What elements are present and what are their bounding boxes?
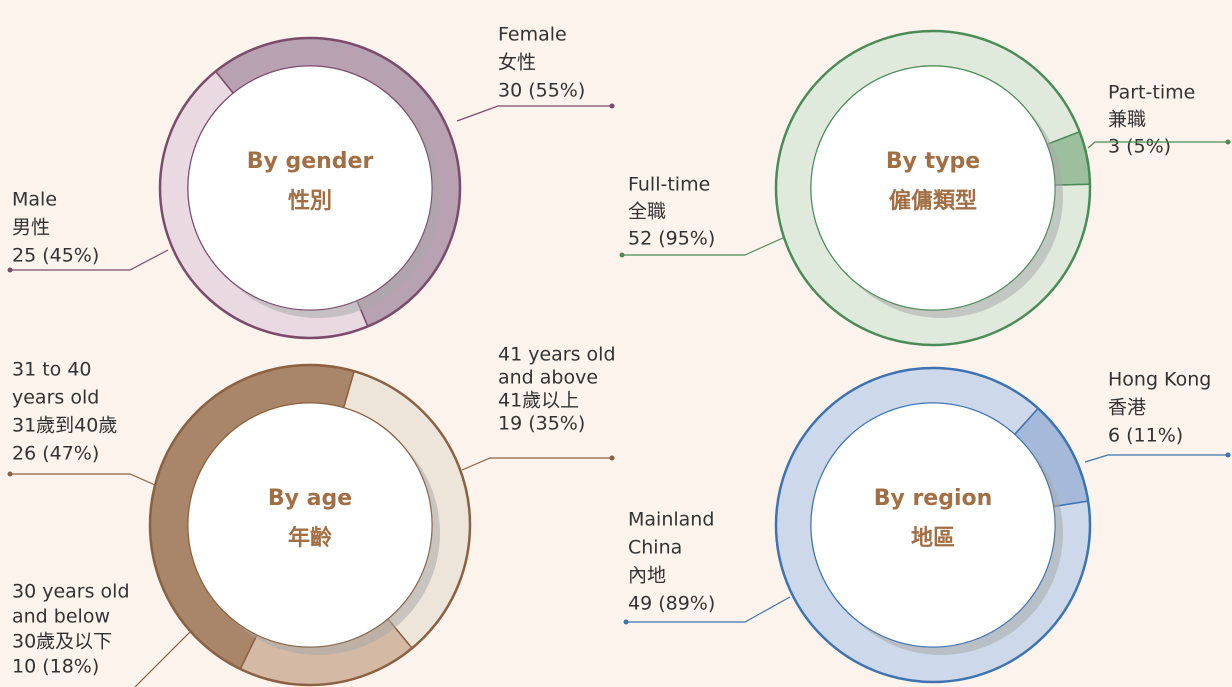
slice-label: 41歲以上 bbox=[498, 390, 579, 412]
leader-dot bbox=[7, 471, 13, 477]
slice-label: 兼職 bbox=[1108, 109, 1146, 131]
leader-dot bbox=[623, 619, 629, 625]
slice-label: 內地 bbox=[628, 565, 666, 587]
donut-title: 僱傭類型 bbox=[889, 188, 977, 214]
slice-label: 30 years old bbox=[12, 581, 130, 603]
slice-label: Male bbox=[12, 189, 57, 211]
leader-line bbox=[456, 105, 612, 122]
slice-label: Female bbox=[498, 24, 567, 46]
donut-title: By type bbox=[886, 149, 980, 174]
value-label: 19 (35%) bbox=[498, 413, 585, 435]
inner-circle bbox=[187, 65, 433, 311]
slice-label: 41 years old bbox=[498, 344, 616, 366]
leader-line bbox=[10, 249, 169, 271]
slice-label: 30歲及以下 bbox=[12, 631, 112, 653]
value-label: 25 (45%) bbox=[12, 245, 99, 267]
value-label: 52 (95%) bbox=[628, 228, 715, 250]
leader-dot bbox=[609, 455, 615, 461]
leader-dot bbox=[619, 252, 625, 258]
donut-outline bbox=[774, 29, 1092, 347]
slice-label: and above bbox=[498, 367, 598, 389]
leader-line bbox=[10, 473, 156, 486]
donut-title: By age bbox=[268, 486, 352, 511]
leader-line bbox=[626, 596, 791, 623]
inner-circle bbox=[810, 65, 1056, 311]
leader-line bbox=[461, 457, 612, 471]
slice-label: 男性 bbox=[12, 217, 50, 239]
inner-circle bbox=[187, 402, 433, 648]
slice-label: Full-time bbox=[628, 174, 710, 196]
value-label: 26 (47%) bbox=[12, 443, 99, 465]
slice-label: 31歲到40歲 bbox=[12, 415, 117, 437]
slice-label: 女性 bbox=[498, 52, 536, 74]
donut-outline bbox=[774, 366, 1092, 684]
donut-title: 年齡 bbox=[288, 525, 332, 551]
value-label: 3 (5%) bbox=[1108, 136, 1171, 158]
leader-line bbox=[1084, 454, 1228, 463]
value-label: 10 (18%) bbox=[12, 656, 99, 678]
slice-label: 香港 bbox=[1108, 397, 1146, 419]
donut-outline bbox=[148, 363, 472, 687]
donut-title: 地區 bbox=[911, 526, 955, 551]
inner-circle bbox=[810, 402, 1056, 648]
slice-label: China bbox=[628, 537, 682, 559]
leader-dot bbox=[1225, 139, 1231, 145]
donut-title: 性別 bbox=[288, 189, 332, 214]
slice-label: Mainland bbox=[628, 509, 714, 531]
value-label: 6 (11%) bbox=[1108, 425, 1183, 447]
donut-title: By gender bbox=[247, 149, 374, 174]
donut-outline bbox=[158, 36, 462, 340]
slice-label: Hong Kong bbox=[1108, 369, 1211, 391]
donut-title: By region bbox=[874, 486, 993, 511]
leader-line bbox=[1087, 141, 1228, 149]
slice-label: and below bbox=[12, 606, 110, 628]
value-label: 30 (55%) bbox=[498, 80, 585, 102]
leader-dot bbox=[1225, 452, 1231, 458]
leader-line bbox=[134, 631, 191, 687]
slice-label: Part-time bbox=[1108, 82, 1195, 104]
leader-line bbox=[622, 236, 786, 256]
slice-label: 31 to 40 bbox=[12, 359, 92, 381]
leader-dot bbox=[7, 267, 13, 273]
value-label: 49 (89%) bbox=[628, 593, 715, 615]
slice-label: 全職 bbox=[628, 201, 666, 223]
leader-dot bbox=[609, 103, 615, 109]
slice-label: years old bbox=[12, 387, 99, 409]
